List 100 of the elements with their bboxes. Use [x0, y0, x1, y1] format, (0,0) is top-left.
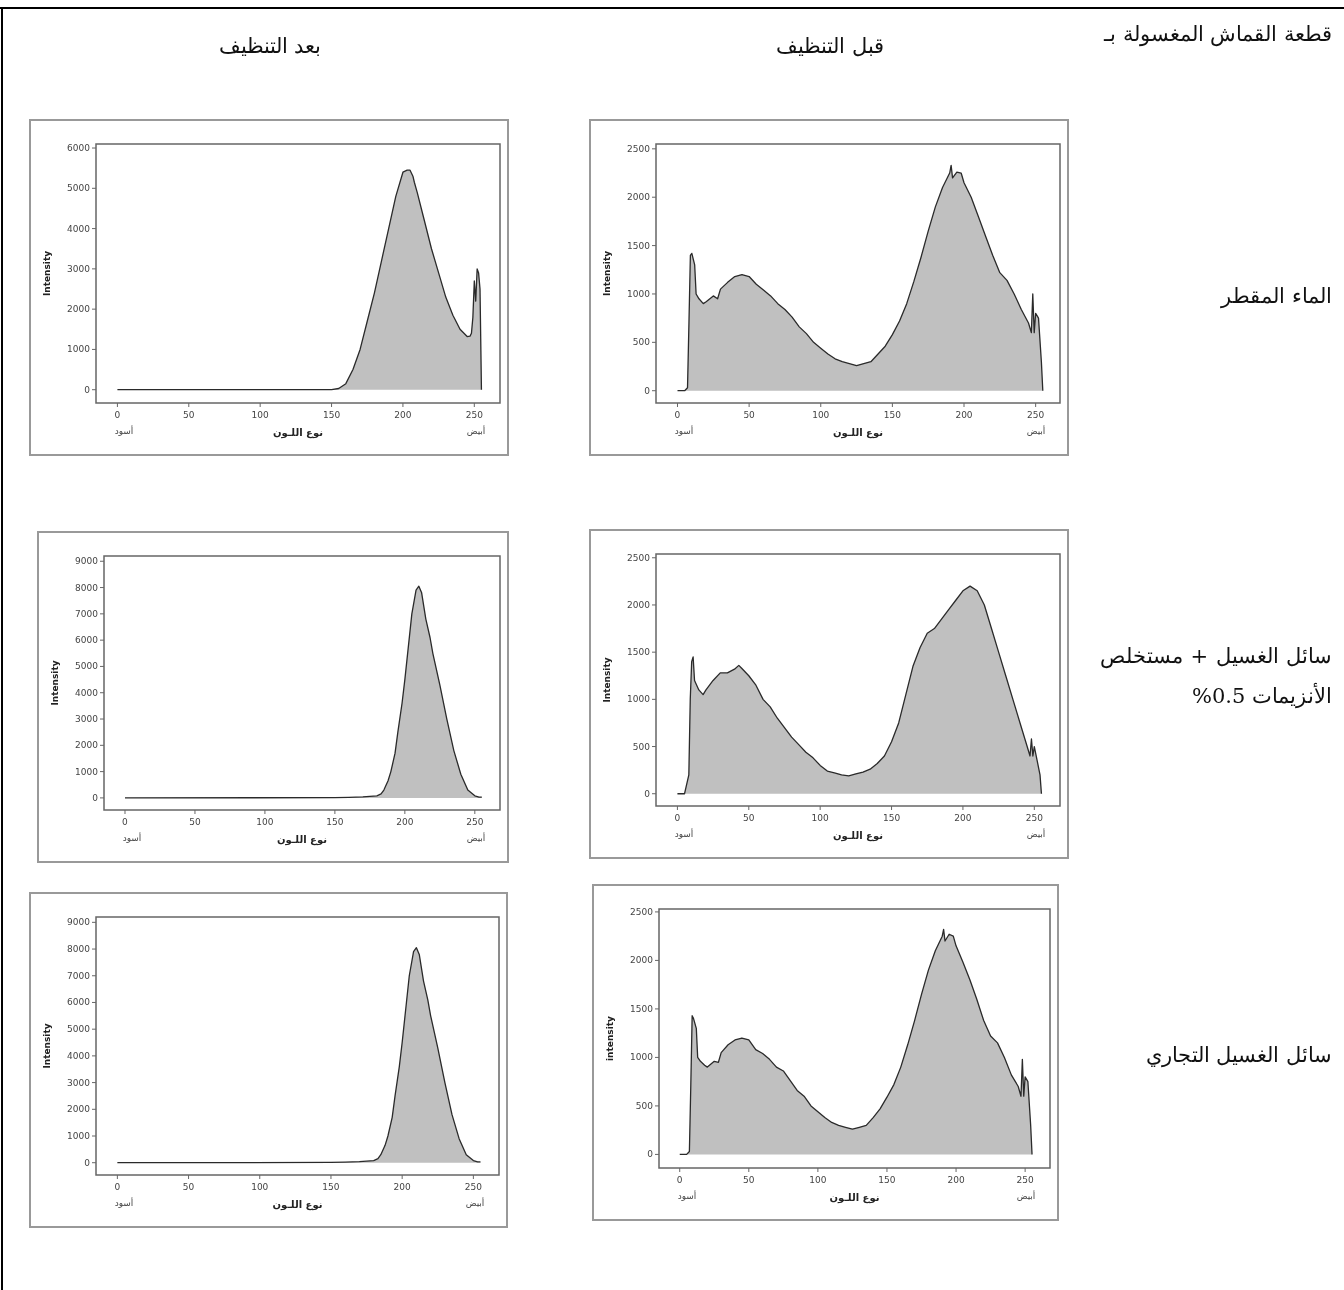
y-axis-title: Intensity: [602, 250, 612, 297]
text: أبيض: [466, 832, 486, 843]
y-tick-label: 1000: [630, 1052, 654, 1063]
y-tick-label: 1500: [630, 1003, 654, 1014]
text: أسود: [114, 1197, 134, 1208]
x-tick-label: 150: [878, 1175, 896, 1185]
x-tick-label: 250: [465, 410, 484, 420]
x-tick-label: 150: [883, 410, 902, 420]
x-tick-label: 50: [182, 1182, 195, 1192]
x-tick-label: 250: [466, 817, 484, 827]
x-tick-label: 250: [464, 1182, 483, 1192]
x-tick-label: 50: [183, 410, 195, 420]
text: بعد التنظيف: [217, 33, 323, 60]
y-axis-title: Intensity: [50, 660, 60, 706]
x-tick-label: 50: [743, 410, 756, 420]
y-tick-label: 9000: [75, 556, 99, 567]
x-tick-label: 150: [322, 1182, 340, 1192]
x-tick-label: 100: [251, 410, 270, 420]
x-tick-label: 250: [1025, 813, 1044, 823]
text: أسود: [674, 828, 694, 839]
x-tick-label: 250: [1027, 410, 1045, 420]
y-tick-label: 2500: [627, 143, 651, 154]
text: أسود: [677, 1190, 697, 1201]
x-tick-label: 200: [394, 410, 412, 420]
y-tick-label: 0: [647, 1149, 654, 1160]
x-axis-title: نوع اللـون: [833, 427, 883, 439]
y-tick-label: 1000: [67, 344, 91, 355]
x-tick-label: 0: [122, 817, 129, 827]
x-tick-label: 100: [809, 1175, 827, 1185]
y-axis-title: Intensity: [42, 250, 52, 297]
text: أبيض: [466, 425, 486, 436]
x-tick-label: 0: [114, 1182, 121, 1192]
y-tick-label: 0: [644, 385, 651, 396]
x-tick-label: 200: [955, 410, 973, 420]
x-tick-label: 50: [743, 813, 755, 823]
x-axis-title: نوع اللـون: [277, 834, 327, 846]
y-tick-label: 2000: [627, 599, 651, 610]
x-tick-label: 200: [954, 813, 972, 823]
y-tick-label: 3000: [75, 714, 99, 725]
text: أبيض: [1016, 1190, 1036, 1201]
y-tick-label: 7000: [67, 970, 91, 981]
x-tick-label: 100: [812, 410, 830, 420]
text: قطعة القماش المغسولة بـ: [1102, 21, 1332, 49]
y-tick-label: 500: [635, 1100, 654, 1111]
y-tick-label: 2000: [627, 192, 651, 203]
text: قبل التنظيف: [775, 33, 885, 60]
x-tick-label: 250: [1016, 1175, 1034, 1185]
text: أبيض: [1026, 828, 1046, 839]
y-tick-label: 6000: [67, 997, 91, 1008]
x-tick-label: 50: [189, 817, 201, 827]
y-tick-label: 2500: [627, 552, 651, 563]
text: أسود: [122, 832, 142, 843]
y-tick-label: 0: [644, 788, 651, 799]
y-tick-label: 2000: [67, 304, 91, 315]
x-tick-label: 0: [674, 813, 681, 823]
text: أسود: [114, 425, 134, 436]
x-axis-title: نوع اللـون: [273, 427, 323, 439]
y-tick-label: 4000: [67, 223, 91, 234]
x-axis-title: نوع اللـون: [833, 830, 883, 842]
x-tick-label: 150: [322, 410, 341, 420]
x-tick-label: 100: [256, 817, 274, 827]
y-tick-label: 0: [92, 792, 99, 803]
y-tick-label: 6000: [67, 143, 91, 154]
y-tick-label: 3000: [67, 1077, 91, 1088]
y-axis-title: Intensity: [42, 1023, 52, 1069]
y-tick-label: 1000: [627, 288, 651, 299]
y-tick-label: 4000: [75, 687, 99, 698]
x-axis-title: نوع اللـون: [272, 1199, 323, 1211]
x-tick-label: 50: [743, 1175, 755, 1185]
text: الماء المقطر: [1219, 283, 1332, 311]
y-axis-title: intensity: [605, 1015, 615, 1061]
x-tick-label: 100: [811, 813, 830, 823]
y-tick-label: 1000: [67, 1131, 91, 1142]
x-tick-label: 0: [676, 1175, 683, 1185]
y-tick-label: 2000: [67, 1104, 91, 1115]
x-tick-label: 0: [674, 410, 681, 420]
x-tick-label: 200: [947, 1175, 965, 1185]
y-tick-label: 2000: [75, 740, 99, 751]
x-tick-label: 0: [114, 410, 121, 420]
y-tick-label: 500: [632, 741, 651, 752]
y-tick-label: 1500: [627, 647, 651, 658]
y-tick-label: 5000: [75, 661, 99, 672]
y-tick-label: 7000: [75, 608, 99, 619]
y-tick-label: 4000: [67, 1050, 91, 1061]
y-tick-label: 500: [632, 337, 651, 348]
y-tick-label: 2000: [630, 955, 654, 966]
text: أبيض: [1026, 425, 1046, 436]
text: أبيض: [465, 1197, 485, 1208]
y-tick-label: 8000: [75, 582, 99, 593]
text: سائل الغسيل + مستخلص الأنزيمات 0.5%: [1100, 643, 1332, 711]
y-tick-label: 1000: [75, 766, 99, 777]
y-axis-title: Intensity: [602, 657, 612, 703]
y-tick-label: 0: [84, 384, 91, 395]
y-tick-label: 5000: [67, 1024, 91, 1035]
x-tick-label: 100: [251, 1182, 269, 1192]
x-tick-label: 150: [326, 817, 344, 827]
y-tick-label: 1500: [627, 240, 651, 251]
text: سائل الغسيل التجاري: [1144, 1042, 1332, 1070]
y-tick-label: 2500: [630, 906, 654, 917]
y-tick-label: 8000: [67, 944, 91, 955]
